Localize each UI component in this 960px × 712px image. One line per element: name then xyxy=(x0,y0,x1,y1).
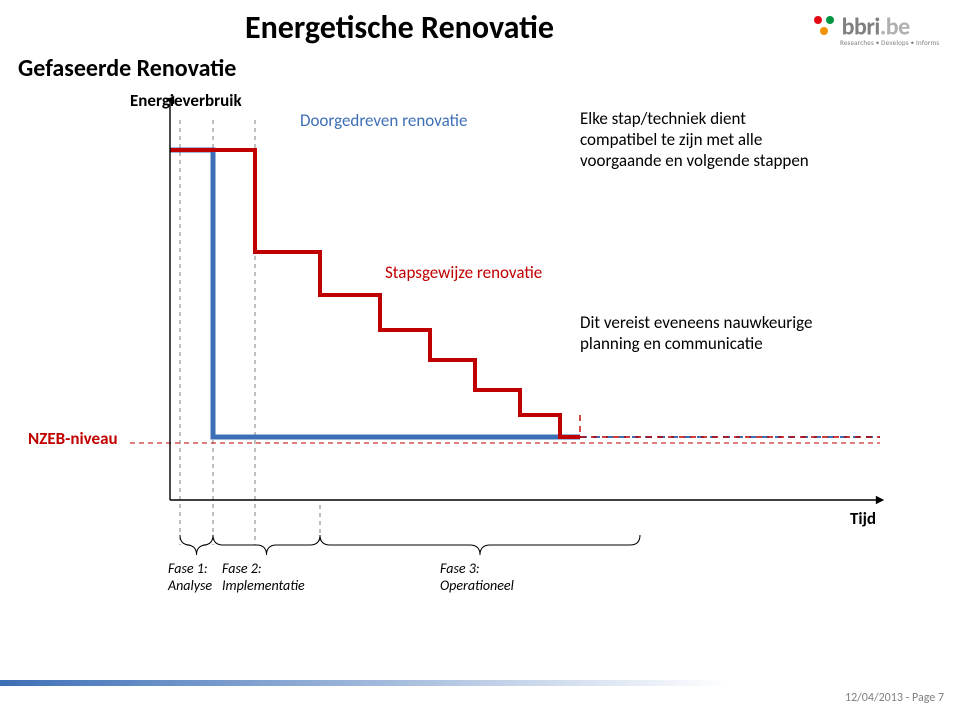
note-compatibility: Elke stap/techniek dient compatibel te z… xyxy=(580,108,809,171)
phase-split-lines xyxy=(180,120,320,545)
phase-3-label: Fase 3: Operationeel xyxy=(440,560,514,594)
label-nzeb: NZEB-niveau xyxy=(28,428,118,449)
phase-2-label: Fase 2: Implementatie xyxy=(222,560,305,594)
footer-bar xyxy=(0,680,730,686)
x-axis-label: Tijd xyxy=(850,508,876,529)
phase-1-label: Fase 1: Analyse xyxy=(168,560,212,594)
note-planning: Dit vereist eveneens nauwkeurige plannin… xyxy=(580,312,812,354)
phase-braces xyxy=(180,535,640,555)
stapsgewijze-line-dash xyxy=(580,415,880,437)
stapsgewijze-line xyxy=(170,150,580,437)
label-stapsgewijze: Stapsgewijze renovatie xyxy=(385,262,542,283)
label-doorgedreven: Doorgedreven renovatie xyxy=(300,110,468,131)
footer-text: 12/04/2013 - Page 7 xyxy=(845,691,944,705)
y-axis-label: Energieverbruik xyxy=(130,90,242,111)
